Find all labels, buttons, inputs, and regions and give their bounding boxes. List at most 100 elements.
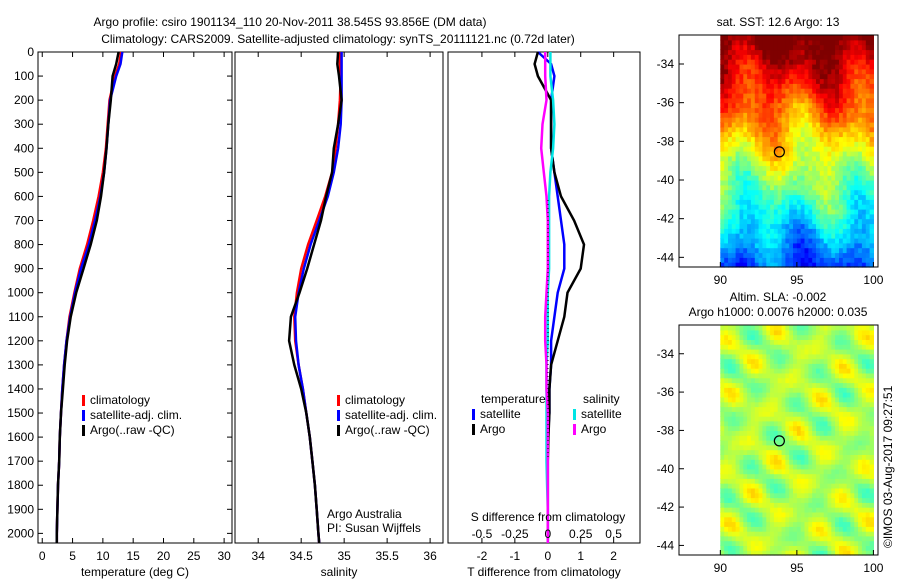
- map-cell: [816, 344, 821, 350]
- map-cell: [762, 531, 767, 537]
- map-cell: [858, 233, 863, 239]
- map-cell: [789, 131, 794, 138]
- map-cell: [804, 189, 809, 196]
- map-cell: [781, 325, 786, 331]
- map-cell: [823, 165, 829, 171]
- map-cell: [865, 39, 871, 46]
- map-cell: [781, 492, 786, 499]
- map-cell: [735, 420, 740, 427]
- map-cell: [819, 136, 825, 142]
- map-cell: [842, 377, 848, 384]
- map-cell: [731, 464, 737, 470]
- map-cell: [781, 444, 786, 451]
- map-cell: [735, 459, 740, 465]
- map-cell: [777, 545, 783, 551]
- map-cell: [819, 204, 825, 210]
- map-cell: [766, 252, 771, 258]
- map-cell: [720, 487, 725, 494]
- map-cell: [747, 483, 752, 489]
- map-cell: [869, 325, 874, 331]
- map-cell: [724, 516, 729, 523]
- map-cell: [728, 387, 733, 393]
- map-cell: [724, 401, 729, 408]
- map-cell: [724, 511, 729, 518]
- map-cell: [842, 411, 848, 417]
- map-cell: [827, 180, 832, 186]
- map-cell: [728, 344, 733, 350]
- map-cell: [839, 194, 844, 200]
- map-cell: [793, 209, 798, 215]
- map-cell: [796, 358, 802, 364]
- map-cell: [739, 189, 744, 196]
- map-cell: [819, 473, 825, 479]
- map-cell: [850, 344, 855, 350]
- map-cell: [793, 155, 798, 162]
- map-cell: [789, 478, 794, 484]
- map-cell: [846, 440, 851, 446]
- map-cell: [839, 83, 844, 89]
- map-cell: [789, 511, 794, 518]
- map-cell: [735, 213, 740, 220]
- map-cell: [854, 184, 859, 191]
- map-cell: [743, 416, 748, 422]
- map-cell: [720, 49, 725, 55]
- map-cell: [854, 252, 859, 258]
- map-cell: [770, 516, 775, 523]
- map-cell: [762, 233, 767, 239]
- map-cell: [743, 184, 748, 191]
- map-cell: [854, 358, 859, 364]
- map-cell: [831, 180, 836, 186]
- x-tick-label: 15: [127, 549, 141, 563]
- map-cell: [724, 35, 729, 41]
- map-cell: [865, 131, 871, 138]
- map-cell: [724, 233, 729, 239]
- map-cell: [731, 435, 737, 441]
- map-cell: [785, 396, 790, 403]
- map-cell: [735, 49, 740, 55]
- map-cell: [785, 262, 790, 268]
- map-cell: [724, 334, 729, 340]
- map-cell: [735, 440, 740, 446]
- map-cell: [731, 334, 737, 340]
- map-cell: [804, 223, 809, 229]
- map-cell: [839, 406, 844, 412]
- map-cell: [861, 392, 867, 398]
- map-cell: [808, 126, 813, 133]
- map-cell: [800, 165, 806, 171]
- map-cell: [750, 54, 756, 60]
- map-cell: [831, 507, 836, 513]
- map-cell: [750, 487, 756, 494]
- map-cell: [800, 478, 806, 484]
- map-cell: [816, 126, 821, 133]
- map-cell: [842, 242, 848, 249]
- map-cell: [766, 223, 771, 229]
- map-cell: [773, 88, 779, 94]
- map-cell: [777, 165, 783, 171]
- map-cell: [754, 502, 760, 508]
- map-cell: [777, 233, 783, 239]
- map-cell: [766, 387, 771, 393]
- map-cell: [731, 126, 737, 133]
- map-cell: [865, 242, 871, 249]
- map-cell: [793, 430, 798, 436]
- map-cell: [846, 325, 851, 331]
- map-cell: [819, 416, 825, 422]
- map-cell: [800, 78, 806, 84]
- map-cell: [731, 112, 737, 118]
- map-cell: [766, 334, 771, 340]
- map-cell: [773, 126, 779, 133]
- map-cell: [796, 49, 802, 55]
- map-cell: [781, 213, 786, 220]
- map-cell: [750, 228, 756, 234]
- map-cell: [747, 238, 752, 244]
- map-cell: [743, 107, 748, 113]
- map-cell: [861, 112, 867, 118]
- map-cell: [766, 165, 771, 171]
- map-cell: [804, 511, 809, 518]
- map-cell: [747, 59, 752, 65]
- map-cell: [762, 238, 767, 244]
- map-cell: [816, 141, 821, 147]
- map-cell: [724, 425, 729, 431]
- map-cell: [781, 262, 786, 268]
- map-cell: [728, 487, 733, 494]
